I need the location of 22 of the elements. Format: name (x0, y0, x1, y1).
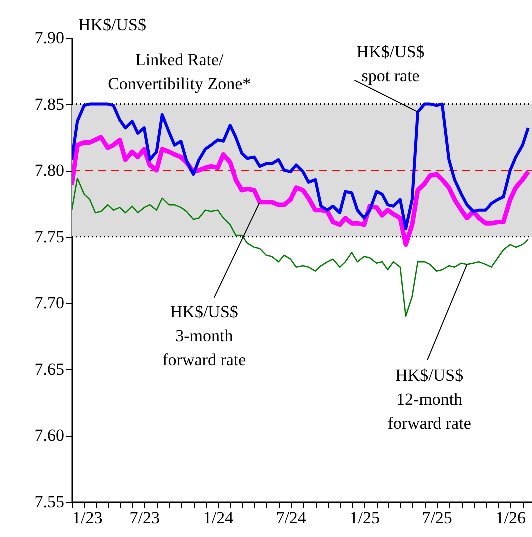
line-series (72, 178, 530, 318)
text: HK$/US$ 12-month forward rate (388, 366, 472, 434)
x-tick-label: 7/23 (130, 508, 160, 528)
line-series (72, 135, 531, 248)
x-tick-label: 1/23 (72, 508, 103, 528)
y-axis-title: HK$/US$ (78, 16, 147, 34)
y-tick-label: 7.85 (34, 94, 64, 114)
x-tick-label: 1/26 (496, 508, 526, 528)
x-tick-label: 7/25 (422, 508, 452, 528)
y-tick-label: 7.65 (34, 360, 64, 379)
x-tick-label: 1/25 (350, 508, 380, 528)
band-label: Linked Rate/ Convertibility Zone* (108, 50, 252, 94)
y-tick-label: 7.70 (34, 294, 64, 313)
y-tick-label: 7.55 (34, 492, 64, 512)
text: HK$/US$ 3-month forward rate (162, 302, 246, 370)
y-tick-label: 7.90 (34, 28, 64, 48)
y-tick-label: 7.60 (34, 426, 64, 446)
series-label: HK$/US$ spot rate (356, 42, 425, 86)
y-tick-label: 7.75 (34, 227, 64, 246)
x-tick-label: 1/24 (203, 508, 234, 528)
y-tick-label: 7.80 (34, 161, 64, 180)
x-tick-label: 7/24 (276, 508, 307, 528)
